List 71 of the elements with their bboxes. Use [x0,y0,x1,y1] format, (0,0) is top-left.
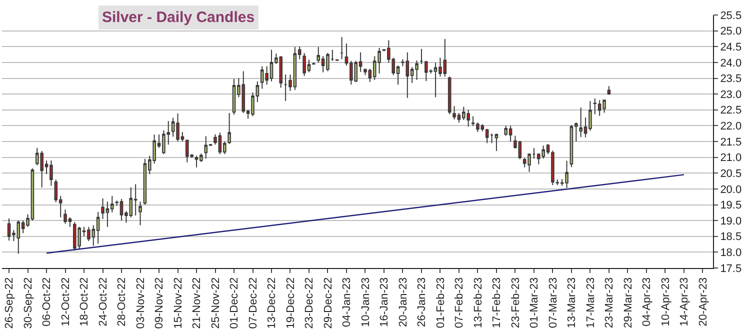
y-tick-label: 25.5 [720,10,742,22]
y-tick-label: 22.0 [720,120,742,133]
x-tick-label: 16-Jan-23 [378,277,391,327]
x-tick-label: 01-Feb-23 [434,277,447,328]
y-tick-label: 20.0 [720,184,742,196]
x-tick-label: 23-Feb-23 [510,277,522,328]
y-tick-label: 23.0 [720,88,742,101]
candlestick [96,212,100,244]
x-tick-label: 24-Oct-22 [97,277,110,326]
x-tick-label: 23-Mar-23 [604,277,616,328]
candlestick [204,136,208,160]
y-tick-label: 21.0 [720,152,742,164]
x-tick-label: 30-Sep-22 [22,277,34,329]
candlestick [607,86,611,96]
x-tick-label: 18-Oct-22 [78,277,91,326]
x-tick-label: 25-Nov-22 [210,277,222,329]
x-tick-label: 04-Apr-23 [641,277,654,326]
x-tick-label: 17-Feb-23 [491,277,504,328]
candlestick [532,148,536,160]
x-tick-label: 03-Nov-22 [134,277,147,329]
x-tick-label: 23-Dec-22 [304,277,316,329]
y-tick-label: 23.5 [720,73,742,86]
x-tick-label: 04-Jan-23 [341,277,354,327]
x-tick-label: 14-Apr-23 [678,277,691,326]
y-tick-label: 24.5 [720,41,742,54]
candlestick [490,133,494,144]
x-tick-label: 07-Mar-23 [547,277,560,328]
x-tick-label: 01-Mar-23 [528,277,541,328]
x-tick-label: 29-Mar-23 [622,277,634,328]
candlestick [228,112,231,145]
x-tick-label: 28-Oct-22 [116,277,128,326]
x-tick-label: 06-Oct-22 [41,277,54,326]
candlestick [138,201,142,226]
x-tick-label: 13-Dec-22 [266,277,278,329]
chart-title: Silver - Daily Candles [102,9,255,26]
x-tick-label: 07-Feb-23 [454,277,466,328]
x-tick-label: 20-Jan-23 [397,277,410,327]
candlestick [593,98,597,115]
x-tick-label: 20-Apr-23 [697,277,710,326]
candlestick [494,133,498,152]
x-tick-label: 10-Jan-23 [360,277,372,327]
x-tick-label: 26-Jan-23 [416,277,428,327]
y-tick-label: 18.5 [720,231,742,244]
x-tick-label: 09-Nov-22 [154,277,166,329]
x-tick-label: 10-Apr-23 [660,277,672,326]
candlestick [330,49,334,62]
x-tick-label: 13-Mar-23 [566,277,578,328]
x-tick-label: 21-Nov-22 [191,277,204,329]
x-tick-label: 26-Sep-22 [4,277,16,329]
y-tick-label: 18.0 [720,247,742,260]
candlestick [284,74,288,102]
y-tick-label: 19.0 [720,215,742,228]
x-tick-label: 15-Nov-22 [172,277,184,329]
y-tick-label: 17.5 [720,262,742,275]
x-tick-label: 12-Oct-22 [60,277,72,326]
candlestick [420,48,424,65]
y-tick-label: 24.0 [720,57,742,70]
x-tick-label: 29-Dec-22 [322,277,334,329]
y-tick-label: 25.0 [720,26,742,38]
y-tick-label: 22.5 [720,104,742,117]
y-tick-label: 19.5 [720,200,742,212]
x-tick-label: 19-Dec-22 [284,277,297,329]
x-tick-label: 17-Mar-23 [584,277,597,328]
x-tick-label: 07-Dec-22 [247,277,260,329]
candlestick [340,36,344,60]
candlestick [485,128,489,144]
candlestick [448,76,452,115]
x-tick-label: 01-Dec-22 [228,277,241,329]
x-tick-label: 13-Feb-23 [472,277,484,328]
y-tick-label: 21.5 [720,136,742,148]
y-tick-label: 20.5 [720,168,742,180]
